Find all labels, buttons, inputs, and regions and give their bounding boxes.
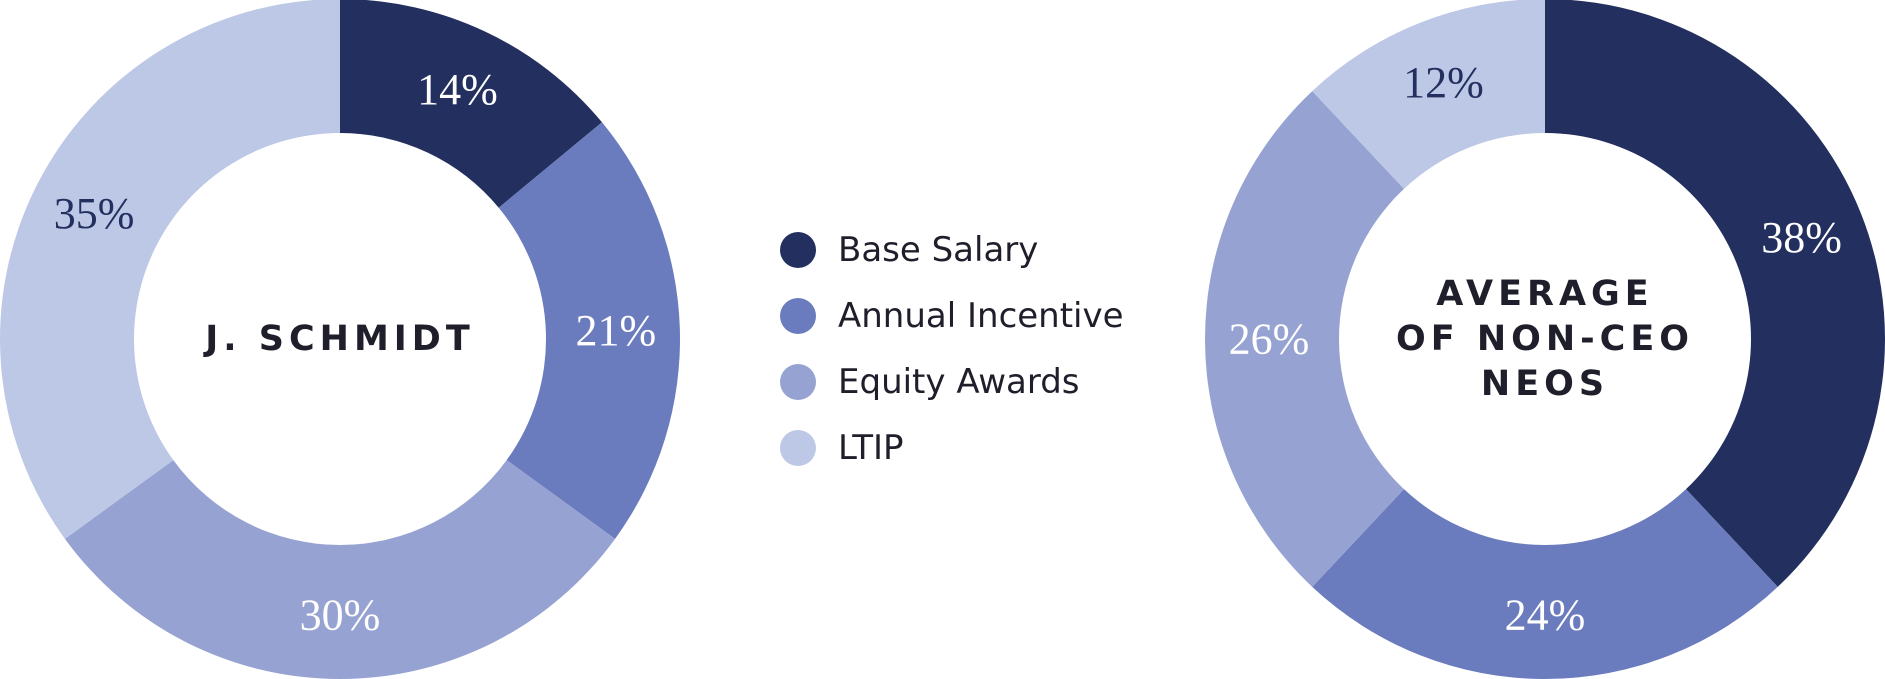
slice-label-ltip: 12% [1403, 58, 1484, 107]
legend-swatch-ltip [780, 430, 816, 466]
chart-center-title-line: OF NON-CEO [1396, 319, 1694, 359]
chart-center-title-line: J. SCHMIDT [203, 319, 474, 359]
slice-annual-incentive [1312, 489, 1777, 679]
slice-equity-awards [65, 460, 615, 679]
donut-chart-average-non-ceo-neos: 38% 24% 26% 12% AVERAGE OF NON-CEO NEOS [1205, 0, 1885, 679]
donut-chart-schmidt: 14% 21% 30% 35% J. SCHMIDT [0, 0, 680, 679]
legend: Base Salary Annual Incentive Equity Awards… [780, 230, 1124, 468]
legend-label-base-salary: Base Salary [838, 230, 1038, 270]
slice-label-annual-incentive: 24% [1505, 591, 1586, 640]
slice-ltip [0, 0, 340, 539]
legend-swatch-annual-incentive [780, 298, 816, 334]
slice-label-equity-awards: 30% [300, 591, 381, 640]
slice-label-base-salary: 14% [417, 65, 498, 114]
legend-label-ltip: LTIP [838, 428, 904, 468]
slice-label-annual-incentive: 21% [576, 306, 657, 355]
slice-label-base-salary: 38% [1761, 213, 1842, 262]
slice-label-equity-awards: 26% [1229, 315, 1310, 364]
chart-center-title-line: AVERAGE [1436, 274, 1653, 314]
legend-swatch-equity-awards [780, 364, 816, 400]
slice-label-ltip: 35% [54, 189, 135, 238]
legend-swatch-base-salary [780, 232, 816, 268]
legend-label-annual-incentive: Annual Incentive [838, 296, 1124, 336]
chart-center-title-line: NEOS [1481, 364, 1609, 404]
legend-label-equity-awards: Equity Awards [838, 362, 1080, 402]
